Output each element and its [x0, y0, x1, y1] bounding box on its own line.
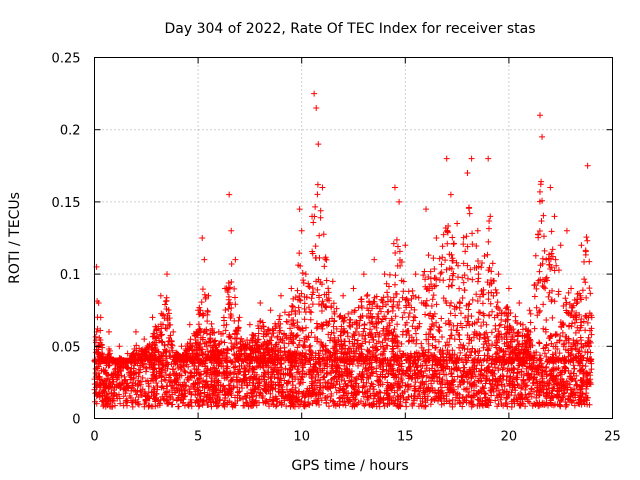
background-point	[446, 400, 453, 407]
background-point	[398, 376, 405, 383]
background-point	[139, 374, 146, 381]
background-point	[507, 373, 514, 380]
background-point	[143, 365, 150, 372]
background-point	[500, 389, 507, 396]
background-point	[555, 372, 562, 379]
background-point	[561, 389, 568, 396]
background-point	[222, 386, 229, 393]
background-point	[340, 389, 347, 396]
background-point	[283, 403, 290, 410]
background-point	[501, 383, 508, 390]
background-point	[495, 365, 502, 372]
background-point	[502, 399, 509, 406]
background-point	[405, 393, 412, 400]
background-point	[527, 390, 534, 397]
background-point	[100, 388, 107, 395]
background-point	[243, 377, 250, 384]
background-point	[508, 389, 515, 396]
background-point	[519, 400, 526, 407]
background-point	[582, 363, 589, 370]
background-point	[129, 403, 136, 410]
background-point	[564, 386, 571, 393]
background-point	[96, 393, 103, 400]
background-point	[249, 365, 256, 372]
background-point	[472, 373, 479, 380]
background-point	[196, 371, 203, 378]
background-point	[130, 371, 137, 378]
background-point	[465, 392, 472, 399]
background-point	[332, 403, 339, 410]
background-point	[550, 402, 557, 409]
background-point	[316, 387, 323, 394]
background-point	[571, 365, 578, 372]
background-point	[492, 397, 499, 404]
chart-title: Day 304 of 2022, Rate Of TEC Index for r…	[164, 21, 535, 37]
background-point	[247, 401, 254, 408]
background-point	[123, 380, 130, 387]
background-point	[368, 380, 375, 387]
background-point	[503, 376, 510, 383]
background-point	[403, 403, 410, 410]
background-point	[387, 363, 394, 370]
background-point	[535, 369, 542, 376]
background-point	[395, 362, 402, 369]
background-point	[289, 382, 296, 389]
background-point	[322, 360, 329, 367]
background-point	[417, 379, 424, 386]
background-point	[253, 392, 260, 399]
background-point	[256, 389, 263, 396]
background-point	[184, 376, 191, 383]
background-point	[94, 383, 101, 390]
background-point	[447, 370, 454, 377]
background-point	[240, 371, 247, 378]
background-point	[146, 393, 153, 400]
background-point	[526, 399, 533, 406]
background-point	[286, 366, 293, 373]
background-point	[355, 362, 362, 369]
background-point	[181, 368, 188, 375]
background-point	[533, 394, 540, 401]
background-point	[240, 375, 247, 382]
background-point	[466, 388, 473, 395]
background-point	[450, 378, 457, 385]
background-point	[555, 388, 562, 395]
background-point	[511, 392, 518, 399]
data-points	[91, 90, 595, 410]
background-point	[503, 388, 510, 395]
background-point	[535, 403, 542, 410]
background-point	[427, 401, 434, 408]
background-point	[525, 391, 532, 398]
background-point	[560, 393, 567, 400]
background-point	[438, 384, 445, 391]
background-point	[338, 376, 345, 383]
background-point	[360, 379, 367, 386]
background-point	[496, 391, 503, 398]
background-point	[230, 384, 237, 391]
background-point	[169, 366, 176, 373]
background-point	[345, 390, 352, 397]
background-point	[309, 378, 316, 385]
background-point	[568, 376, 575, 383]
background-point	[477, 378, 484, 385]
background-point	[113, 392, 120, 399]
background-point	[377, 389, 384, 396]
background-point	[225, 382, 232, 389]
background-point	[497, 396, 504, 403]
